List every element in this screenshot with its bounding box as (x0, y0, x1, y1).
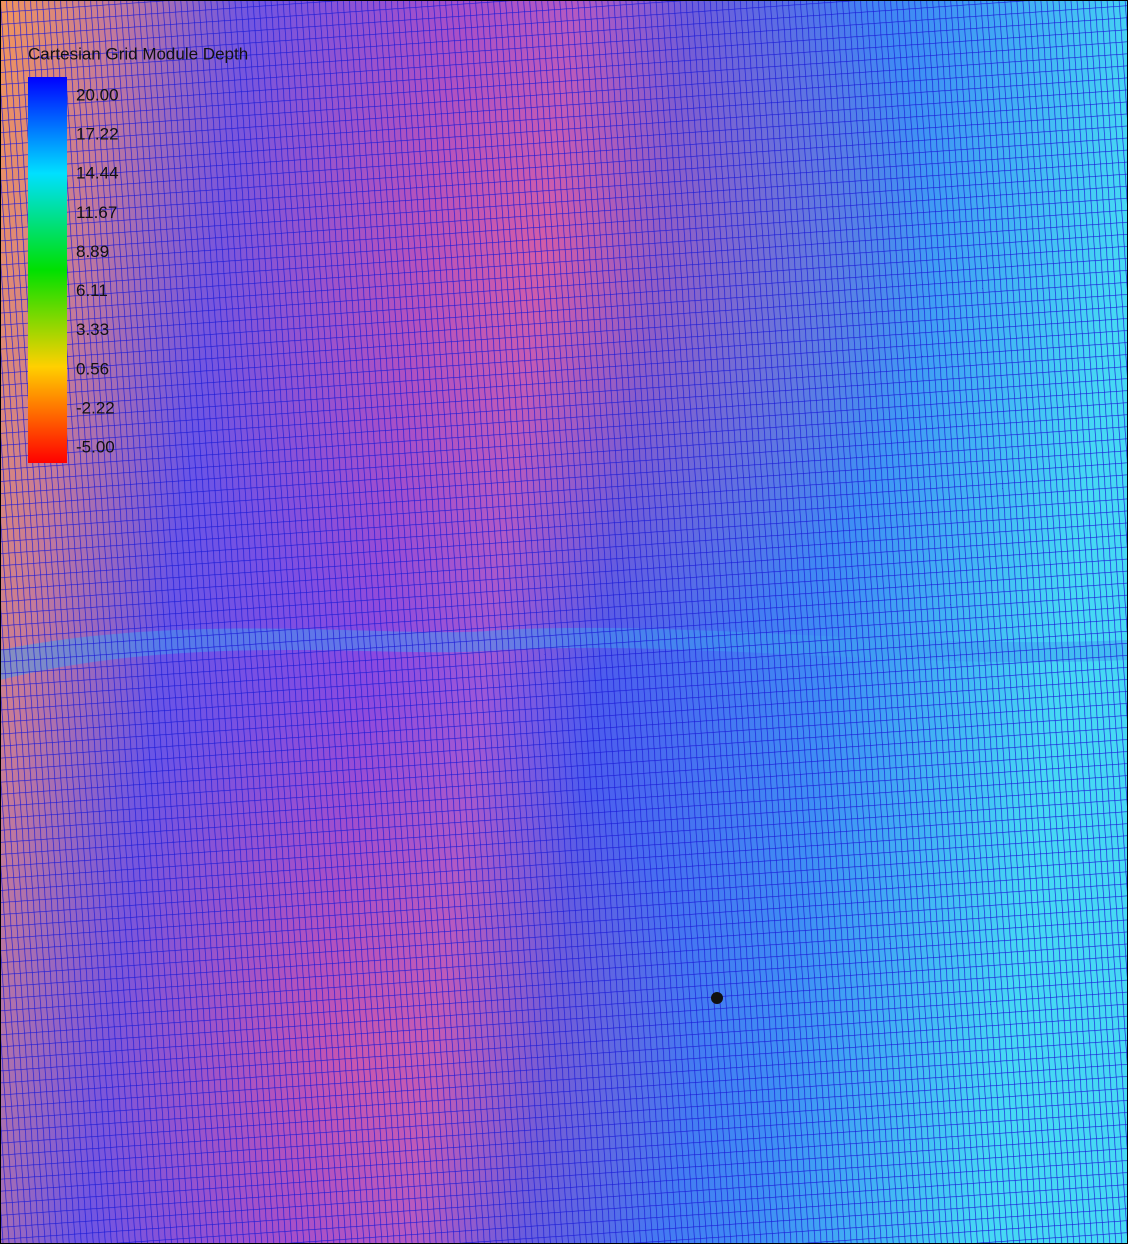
legend-label: 11.67 (76, 203, 117, 222)
point-marker (711, 992, 723, 1004)
legend-title: Cartesian Grid Module Depth (28, 44, 248, 63)
legend-label: -5.00 (76, 437, 115, 456)
legend-label: 3.33 (76, 320, 109, 339)
page: body { margin: 0; width: 1128px; height:… (0, 0, 1128, 1244)
color-bar (28, 77, 67, 463)
legend-label: 6.11 (76, 281, 108, 300)
grid-mesh (0, 0, 1128, 1244)
legend-label: 17.22 (76, 125, 119, 144)
legend-label: 0.56 (76, 359, 109, 378)
legend-label: 20.00 (76, 85, 119, 104)
body: {"legend": {"title": "Cartesian Grid Mod… (0, 0, 1128, 1244)
legend-label: -2.22 (76, 398, 115, 417)
viewport: Cartesian Grid Module Depth 20.00 17.22 14… (0, 0, 1128, 1244)
legend-label: 14.44 (76, 164, 119, 183)
legend-label: 8.89 (76, 242, 109, 261)
